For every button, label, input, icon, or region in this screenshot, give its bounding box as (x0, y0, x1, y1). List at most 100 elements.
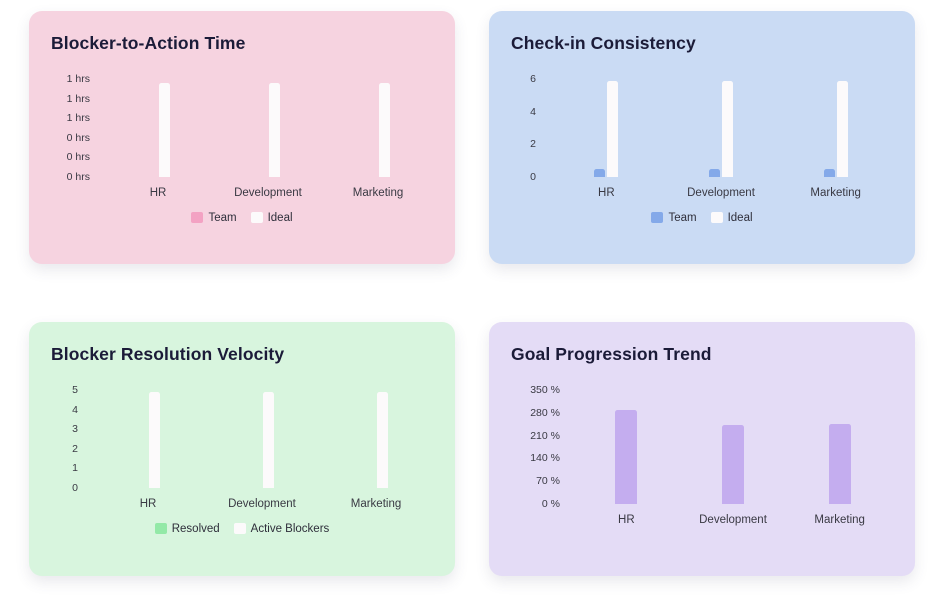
bar-group (146, 79, 170, 177)
x-axis-category-label: Development (234, 187, 302, 199)
card-goal-progression-trend: Goal Progression Trend 350 % 280 % 210 % 14… (489, 322, 915, 576)
bar-group (709, 79, 733, 177)
bar-chart: 1 hrs 1 hrs 1 hrs 0 hrs 0 hrs 0 hrs HR Develop… (51, 73, 433, 224)
bar-group (615, 390, 638, 504)
y-axis: 1 hrs 1 hrs 1 hrs 0 hrs 0 hrs 0 hrs (51, 73, 103, 183)
y-axis-tick-label: 280 % (530, 406, 560, 419)
bar-group (823, 79, 848, 177)
category-column: Development (205, 390, 319, 510)
y-axis-tick-label: 1 hrs (66, 92, 90, 105)
y-axis-tick-label: 5 (72, 384, 78, 396)
bar-group (366, 79, 390, 177)
x-axis-category-label: Marketing (814, 514, 865, 526)
chart-legend: Team Ideal (51, 211, 433, 224)
chart-title: Goal Progression Trend (511, 344, 712, 364)
legend-item-team[interactable]: Team (651, 212, 697, 224)
legend-label: Active Blockers (250, 522, 330, 535)
chart-body: 6 4 2 0 HR Development Marketing (511, 73, 893, 199)
x-axis-category-label: HR (139, 498, 157, 510)
x-axis-category-label: Marketing (352, 187, 404, 199)
y-axis: 5 4 3 2 1 0 (51, 384, 91, 494)
team-bar (823, 169, 835, 177)
ideal-bar (836, 81, 848, 177)
bar-group (250, 390, 274, 488)
chart-body: 1 hrs 1 hrs 1 hrs 0 hrs 0 hrs 0 hrs HR Develop… (51, 73, 433, 199)
bar-group (364, 390, 388, 488)
chart-title: Blocker Resolution Velocity (51, 344, 285, 364)
category-column: HR (91, 390, 205, 510)
ideal-bar (269, 83, 280, 177)
chart-legend: Team Ideal (511, 211, 893, 224)
y-axis: 6 4 2 0 (511, 73, 549, 183)
bar-group (594, 79, 619, 177)
x-axis-category-label: Development (228, 498, 296, 510)
legend-label: Ideal (267, 211, 293, 224)
chart-body: 350 % 280 % 210 % 140 % 70 % 0 % HR Developmen… (511, 384, 893, 526)
bar-chart: 350 % 280 % 210 % 140 % 70 % 0 % HR Developmen… (511, 384, 893, 551)
legend-item-resolved[interactable]: Resolved (154, 523, 220, 535)
x-axis-category-label: HR (618, 514, 635, 526)
bar-group (256, 79, 280, 177)
chart-title: Check-in Consistency (511, 33, 696, 53)
legend-swatch (250, 212, 263, 223)
value-bar (722, 425, 744, 504)
ideal-bar (607, 81, 619, 177)
x-axis-category-label: Marketing (350, 498, 402, 510)
y-axis-tick-label: 1 (72, 462, 78, 475)
value-bar (615, 410, 638, 504)
active-blockers-bar (149, 392, 160, 488)
active-blockers-bar (263, 392, 274, 488)
y-axis-tick-label: 140 % (530, 452, 560, 465)
category-column: Marketing (778, 79, 893, 199)
bar-group (722, 390, 744, 504)
y-axis-tick-label: 4 (72, 403, 78, 416)
category-column: Development (664, 79, 779, 199)
bar-group (828, 390, 851, 504)
legend-item-ideal[interactable]: Ideal (710, 212, 753, 224)
ideal-bar (379, 83, 390, 177)
chart-legend (511, 538, 893, 551)
legend-swatch (233, 523, 246, 534)
plot-area: HR Development Marketing (91, 390, 433, 510)
chart-legend: Resolved Active Blockers (51, 522, 433, 535)
x-axis-category-label: HR (149, 187, 167, 199)
bar-group (136, 390, 160, 488)
category-column: HR (549, 79, 664, 199)
category-column: HR (573, 390, 680, 526)
legend-item-team[interactable]: Team (191, 211, 237, 224)
y-axis-tick-label: 2 (530, 138, 536, 151)
y-axis-tick-label: 0 hrs (66, 171, 90, 183)
team-bar (594, 169, 606, 177)
value-bar (828, 424, 851, 504)
category-column: Development (680, 390, 787, 526)
legend-label: Team (208, 211, 237, 224)
y-axis-tick-label: 4 (530, 105, 536, 118)
y-axis-tick-label: 1 hrs (66, 112, 90, 125)
chart-body: 5 4 3 2 1 0 HR Development Marketing (51, 384, 433, 510)
x-axis-category-label: Development (699, 514, 767, 526)
category-column: Marketing (786, 390, 893, 526)
y-axis-tick-label: 0 hrs (66, 131, 90, 144)
bar-chart: 5 4 3 2 1 0 HR Development Marketing Resolved Ac… (51, 384, 433, 535)
legend-swatch (191, 212, 204, 223)
y-axis-tick-label: 210 % (530, 429, 560, 442)
y-axis: 350 % 280 % 210 % 140 % 70 % 0 % (511, 384, 573, 510)
category-column: HR (103, 79, 213, 199)
y-axis-tick-label: 1 hrs (66, 73, 90, 85)
x-axis-category-label: HR (598, 187, 615, 199)
y-axis-tick-label: 350 % (530, 384, 560, 396)
y-axis-tick-label: 3 (72, 423, 78, 436)
card-check-in-consistency: Check-in Consistency 6 4 2 0 HR Development M… (489, 11, 915, 264)
legend-item-active-blockers[interactable]: Active Blockers (233, 522, 330, 535)
x-axis-category-label: Marketing (810, 187, 861, 199)
charts-dashboard: Blocker-to-Action Time 1 hrs 1 hrs 1 hrs 0 … (29, 11, 915, 576)
y-axis-tick-label: 0 hrs (66, 151, 90, 164)
team-bar (709, 169, 720, 177)
y-axis-tick-label: 2 (72, 442, 78, 455)
y-axis-tick-label: 6 (530, 73, 536, 85)
legend-item-ideal[interactable]: Ideal (250, 211, 293, 224)
card-blocker-resolution-velocity: Blocker Resolution Velocity 5 4 3 2 1 0 HR Dev… (29, 322, 455, 576)
legend-swatch (154, 523, 167, 534)
y-axis-tick-label: 0 % (541, 498, 560, 510)
ideal-bar (159, 83, 170, 177)
